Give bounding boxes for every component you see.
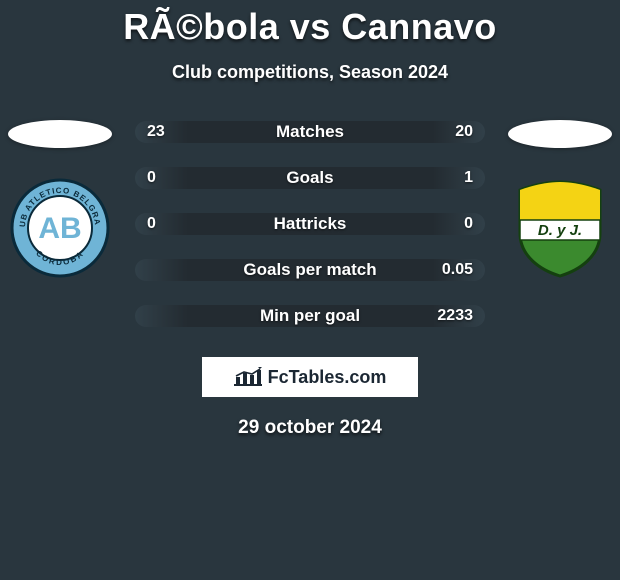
stat-label: Matches (276, 122, 344, 142)
subtitle: Club competitions, Season 2024 (0, 62, 620, 83)
avatar-placeholder-left (8, 120, 112, 148)
svg-text:AB: AB (38, 212, 81, 245)
stat-left-value: 0 (147, 213, 156, 235)
svg-text:D. y J.: D. y J. (538, 222, 582, 239)
branding-box: FcTables.com (202, 357, 418, 397)
stat-row: 23 Matches 20 (135, 121, 485, 143)
branding-text: FcTables.com (268, 367, 387, 388)
chart-icon (234, 367, 262, 387)
stat-row: 0 Hattricks 0 (135, 213, 485, 235)
stat-row: 0 Goals 1 (135, 167, 485, 189)
stat-label: Goals (286, 168, 333, 188)
stat-left-value: 0 (147, 167, 156, 189)
page-title: RÃ©bola vs Cannavo (0, 0, 620, 48)
stat-row: Min per goal 2233 (135, 305, 485, 327)
stat-right-value: 0 (464, 213, 473, 235)
stat-right-value: 2233 (437, 305, 473, 327)
stat-right-value: 20 (455, 121, 473, 143)
stat-label: Goals per match (243, 260, 376, 280)
team-right: D. y J. (500, 120, 620, 278)
team-right-crest: D. y J. (510, 178, 610, 278)
stat-left-value: 23 (147, 121, 165, 143)
comparison-card: RÃ©bola vs Cannavo Club competitions, Se… (0, 0, 620, 580)
stat-label: Min per goal (260, 306, 360, 326)
stat-label: Hattricks (274, 214, 347, 234)
stat-right-value: 0.05 (442, 259, 473, 281)
stats-list: 23 Matches 20 0 Goals 1 0 Hattricks 0 Go… (135, 121, 485, 327)
stat-right-value: 1 (464, 167, 473, 189)
avatar-placeholder-right (508, 120, 612, 148)
date-label: 29 october 2024 (0, 417, 620, 439)
team-left: CLUB ATLETICO BELGRANO CORDOBA AB (0, 120, 120, 278)
stat-row: Goals per match 0.05 (135, 259, 485, 281)
team-left-crest: CLUB ATLETICO BELGRANO CORDOBA AB (10, 178, 110, 278)
